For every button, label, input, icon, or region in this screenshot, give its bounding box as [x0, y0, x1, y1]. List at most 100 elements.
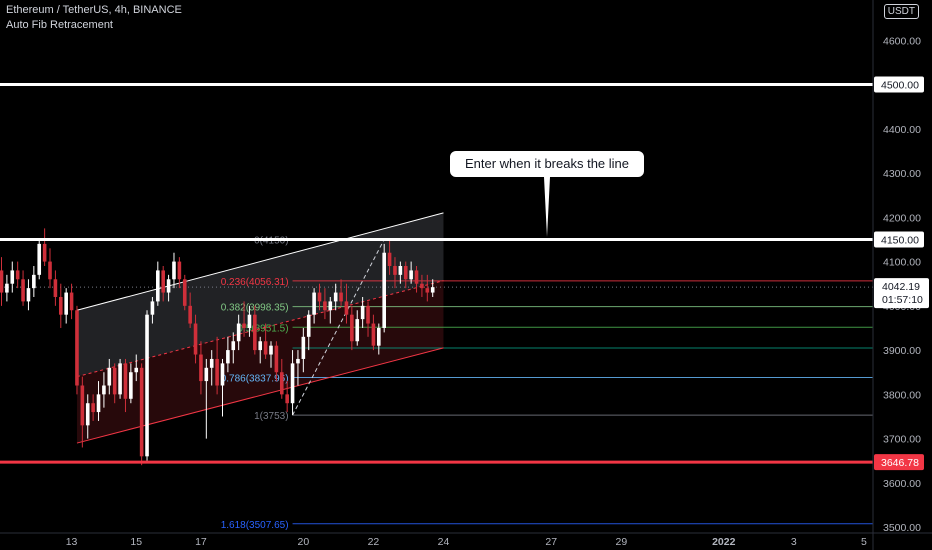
- symbol-title[interactable]: Ethereum / TetherUS, 4h, BINANCE: [6, 4, 182, 16]
- candle-body: [312, 292, 316, 315]
- candle-body: [209, 358, 214, 368]
- channel-upper-fill: [76, 212, 444, 377]
- candle-body: [177, 261, 182, 280]
- level-badge-label: 3646.78: [881, 457, 919, 469]
- candle-body: [199, 354, 203, 382]
- candle-body: [296, 358, 300, 364]
- y-tick-label: 3900.00: [883, 345, 921, 357]
- candle-body: [425, 288, 430, 293]
- candle-body: [134, 367, 139, 373]
- candle-body: [220, 363, 225, 386]
- candle-body: [382, 252, 386, 328]
- candle-body: [420, 283, 424, 289]
- candle-body: [58, 296, 63, 315]
- candle-body: [188, 305, 192, 324]
- candle-body: [145, 314, 149, 457]
- fib-level-label: 1.618(3507.65): [221, 520, 289, 531]
- candle-body: [317, 292, 322, 302]
- candle-body: [161, 270, 165, 293]
- candle-body: [150, 301, 155, 315]
- x-tick-label: 27: [545, 536, 557, 548]
- candle-body: [344, 301, 349, 315]
- candle-body: [306, 314, 311, 337]
- candle-body: [118, 363, 122, 395]
- currency-badge[interactable]: USDT: [883, 4, 919, 19]
- candle-body: [377, 327, 381, 346]
- candle-body: [193, 323, 198, 355]
- candle-body: [430, 287, 435, 293]
- y-tick-label: 4100.00: [883, 257, 921, 269]
- candle-body: [5, 283, 9, 293]
- fib-level-label: 0.5(3951.5): [237, 323, 288, 334]
- indicator-label[interactable]: Auto Fib Retracement: [6, 19, 113, 31]
- candle-body: [85, 403, 90, 426]
- candle-body: [236, 323, 241, 342]
- annotation-bubble: [450, 151, 644, 237]
- candle-body: [91, 403, 95, 413]
- candle-body: [253, 314, 257, 351]
- candle-body: [258, 341, 263, 351]
- fib-level-label: 0.786(3837.96): [221, 374, 289, 385]
- level-badge: [874, 454, 924, 471]
- x-tick-label: 15: [130, 536, 142, 548]
- candle-body: [393, 266, 397, 275]
- candle-body: [290, 363, 295, 404]
- x-tick-label: 3: [791, 536, 797, 548]
- candle-body: [333, 292, 338, 302]
- level-badge-label: 4150.00: [881, 234, 919, 246]
- candle-body: [301, 336, 306, 359]
- candle-body: [387, 252, 392, 266]
- candle-body: [215, 358, 219, 386]
- candle-body: [123, 363, 128, 399]
- candle-body: [21, 279, 25, 302]
- fib-trend-line: [292, 239, 385, 416]
- candle-body: [156, 270, 160, 302]
- countdown-label: 01:57:10: [882, 294, 923, 306]
- candle-body: [166, 279, 171, 293]
- candle-body: [182, 279, 187, 306]
- candle-body: [32, 274, 36, 289]
- candle-body: [274, 345, 279, 373]
- candle-body: [323, 301, 327, 311]
- candle-body: [53, 279, 58, 297]
- y-tick-label: 3700.00: [883, 434, 921, 446]
- annotation-callout: [450, 151, 644, 237]
- x-tick-label: 29: [616, 536, 628, 548]
- candle-body: [107, 367, 112, 386]
- candle-body: [263, 341, 268, 355]
- candle-body: [10, 270, 15, 284]
- x-tick-label: 5: [861, 536, 867, 548]
- candle-body: [350, 314, 354, 342]
- y-tick-label: 4600.00: [883, 35, 921, 47]
- y-tick-label: 4400.00: [883, 124, 921, 136]
- candle-body: [226, 350, 230, 364]
- y-tick-label: 3600.00: [883, 478, 921, 490]
- fib-level-label: 0.236(4056.31): [221, 277, 289, 288]
- candle-body: [355, 319, 360, 342]
- level-badge-label: 4500.00: [881, 80, 919, 92]
- candle-body: [409, 270, 413, 280]
- x-tick-label: 22: [368, 536, 380, 548]
- x-tick-label: 24: [438, 536, 450, 548]
- annotation-text: Enter when it breaks the line: [465, 156, 629, 171]
- candle-body: [231, 341, 236, 351]
- candle-body: [26, 288, 31, 302]
- candle-body: [64, 292, 68, 315]
- candle-body: [129, 372, 133, 399]
- y-tick-label: 3800.00: [883, 389, 921, 401]
- x-tick-label: 17: [195, 536, 207, 548]
- candle-body: [371, 323, 376, 346]
- candle-body: [48, 261, 52, 280]
- candle-body: [96, 394, 101, 413]
- channel-lower-line: [76, 347, 444, 444]
- y-tick-label: 4300.00: [883, 168, 921, 180]
- candle-body: [360, 305, 365, 320]
- candle-body: [339, 292, 343, 302]
- candle-body: [328, 301, 333, 311]
- x-tick-label: 2022: [712, 536, 736, 548]
- candle-body: [204, 367, 209, 382]
- candle-body: [102, 385, 106, 395]
